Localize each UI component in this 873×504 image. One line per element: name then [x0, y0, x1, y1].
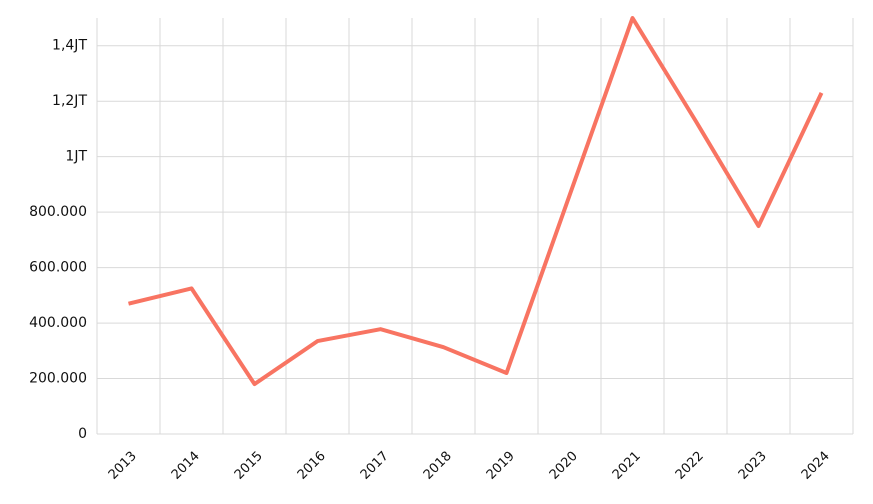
- y-tick-label: 400.000: [29, 315, 87, 331]
- x-tick-label: 2024: [799, 449, 833, 483]
- x-tick-label: 2021: [610, 449, 644, 483]
- x-tick-label: 2017: [358, 449, 392, 483]
- x-tick-label: 2013: [106, 449, 140, 483]
- x-tick-label: 2016: [295, 449, 329, 483]
- x-tick-label: 2022: [673, 449, 707, 483]
- x-tick-label: 2014: [169, 449, 203, 483]
- y-tick-label: 1,4JT: [52, 38, 87, 54]
- x-tick-label: 2019: [484, 449, 518, 483]
- data-line: [128, 16, 824, 387]
- y-tick-label: 200.000: [29, 371, 87, 387]
- x-tick-label: 2020: [547, 449, 581, 483]
- y-tick-label: 600.000: [29, 260, 87, 276]
- x-tick-label: 2023: [736, 449, 770, 483]
- y-tick-label: 1JT: [65, 149, 87, 165]
- x-tick-label: 2015: [232, 449, 266, 483]
- y-tick-label: 800.000: [29, 204, 87, 220]
- x-tick-label: 2018: [421, 449, 455, 483]
- y-tick-label: 1,2JT: [52, 93, 87, 109]
- y-tick-label: 0: [78, 426, 87, 442]
